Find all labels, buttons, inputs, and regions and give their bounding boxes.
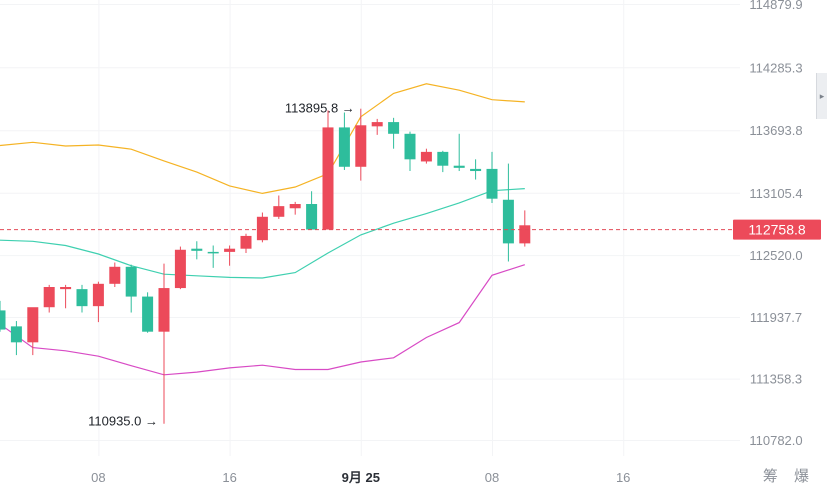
corner-label: 筹 爆 [762,468,815,485]
candle-down [142,292,154,333]
bollinger-bands [0,83,525,376]
candle-body [60,287,72,290]
candle-body [92,283,104,307]
candle-up [224,245,236,266]
candle-down [191,241,203,260]
candle-body [27,307,39,343]
candlesticks [0,108,531,424]
candle-body [437,151,449,166]
candle-down [388,117,400,149]
candle-up [92,281,104,323]
candle-up [109,262,121,288]
candle-body [158,288,170,332]
candle-body [502,199,514,244]
grid-lines [0,0,740,456]
lower-band-line [0,264,525,376]
y-tick-label: 114285.3 [749,60,802,75]
y-tick-label: 112520.0 [749,248,802,263]
candle-down [10,321,22,356]
y-tick-label: 114879.9 [749,0,802,12]
candle-body [43,287,55,308]
candle-body [519,225,531,244]
current-price-label: 112758.8 [748,222,806,238]
candle-up [256,212,268,243]
candle-up [43,284,55,313]
candle-body [142,296,154,332]
candle-down [470,159,482,180]
candle-body [306,204,318,230]
candle-body [289,204,301,209]
candle-body [470,168,482,172]
candle-down [125,264,137,313]
candle-body [453,165,465,168]
candle-body [10,326,22,343]
candle-down [404,131,416,172]
x-tick-label: 9月 25 [342,470,380,485]
candle-down [486,151,498,203]
candle-body [191,248,203,251]
y-axis: 114879.9 114285.3 113693.8 113105.4 112520.0… [749,0,802,448]
candle-body [322,127,334,230]
candle-up [60,284,72,309]
candle-up [371,118,383,135]
candle-up [420,148,432,164]
x-tick-label: 16 [616,470,630,485]
candle-body [420,151,432,162]
candle-body [355,125,367,167]
candle-body [240,235,252,249]
panel-toggle-tab[interactable]: ▸ [816,73,827,119]
candle-body [125,266,137,297]
y-tick-label: 110782.0 [749,433,802,448]
candle-up [273,195,285,219]
y-tick-label: 113693.8 [749,123,802,138]
candle-body [486,168,498,199]
candle-down [437,150,449,173]
annotation-label: 113895.8 → [285,101,355,116]
candle-body [76,289,88,307]
extreme-annotations: 113895.8 → 110935.0 → [88,101,355,429]
annotation-label: 110935.0 → [88,414,158,429]
candle-body [174,249,186,289]
candle-body [207,251,219,254]
candle-up [355,108,367,181]
candle-down [502,163,514,262]
candle-up [174,246,186,290]
candle-down [338,112,350,170]
candle-body [224,248,236,252]
current-price-tag [733,219,821,240]
candle-up [240,233,252,253]
chevron-right-icon: ▸ [819,90,825,101]
candle-down [76,284,88,313]
candle-body [338,127,350,167]
x-axis: 08 16 9月 25 08 16 [91,470,630,485]
candle-up [322,110,334,230]
candle-body [273,206,285,217]
candle-body [0,310,6,330]
candle-up [27,307,39,356]
candle-body [404,133,416,160]
candle-body [388,122,400,134]
x-tick-label: 08 [91,470,105,485]
x-tick-label: 16 [222,470,236,485]
middle-band-line [0,188,525,279]
current-price-marker: 112758.8 [0,219,821,240]
candle-down [207,245,219,268]
y-tick-label: 111358.3 [750,372,802,387]
candle-body [109,266,121,284]
candle-up [289,201,301,215]
candle-body [371,122,383,127]
x-tick-label: 08 [485,470,499,485]
candle-down [306,191,318,230]
candle-down [0,300,6,332]
candle-body [256,216,268,241]
candle-up [519,210,531,247]
upper-band-line [0,83,525,195]
y-tick-label: 111937.7 [750,310,802,325]
candle-down [453,133,465,172]
candle-up [158,263,170,424]
y-tick-label: 113105.4 [749,186,802,201]
